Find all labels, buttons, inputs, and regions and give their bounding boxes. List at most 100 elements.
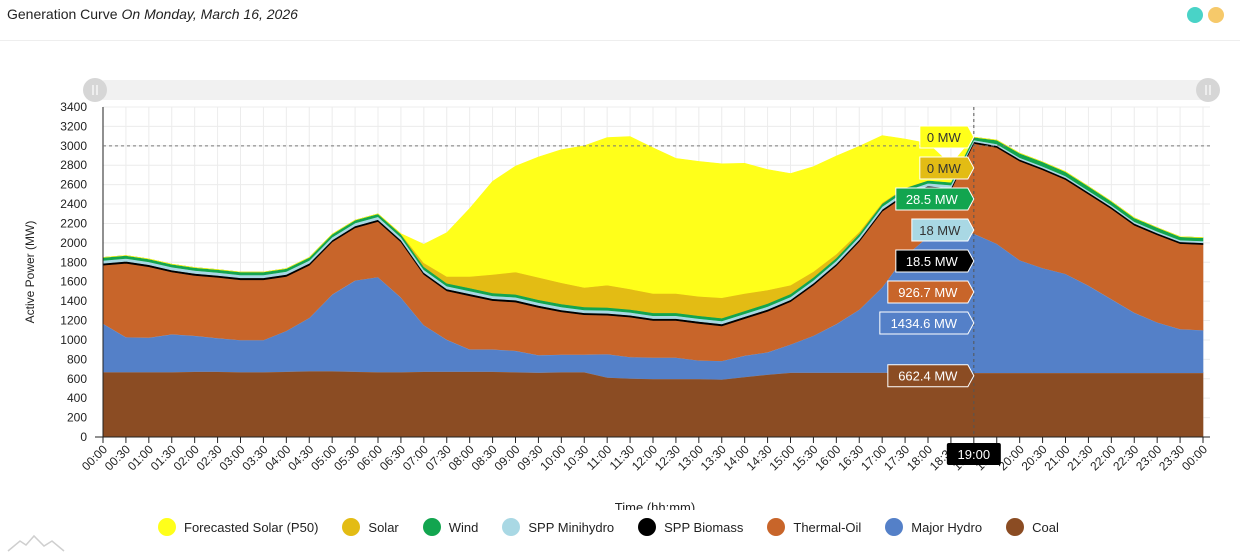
legend-item[interactable]: Thermal-Oil bbox=[767, 518, 861, 536]
legend-item[interactable]: Forecasted Solar (P50) bbox=[158, 518, 318, 536]
x-tick-label: 21:30 bbox=[1064, 442, 1095, 473]
tooltip-flag bbox=[895, 187, 975, 211]
legend-marker-icon bbox=[342, 518, 361, 536]
y-tick-label: 2600 bbox=[60, 178, 87, 192]
series-area[interactable] bbox=[102, 370, 1204, 438]
y-tick-label: 800 bbox=[67, 352, 87, 366]
legend-marker-icon bbox=[767, 518, 786, 536]
y-tick-label: 1200 bbox=[60, 314, 87, 328]
x-tick-label: 14:30 bbox=[744, 442, 775, 473]
tooltip-flag bbox=[887, 280, 975, 304]
y-tick-label: 2200 bbox=[60, 216, 87, 230]
mountain-logo-icon bbox=[7, 534, 65, 552]
x-tick-label: 17:30 bbox=[881, 442, 912, 473]
x-tick-label: 18:00 bbox=[904, 442, 935, 473]
zoom-handle-right[interactable] bbox=[1196, 78, 1220, 102]
theme-dot-teal[interactable] bbox=[1187, 7, 1203, 23]
tooltip-value-label: 28.5 MW bbox=[906, 192, 959, 207]
x-tick-label: 16:00 bbox=[812, 442, 843, 473]
legend-item[interactable]: Solar bbox=[342, 518, 399, 536]
x-tick-label: 15:00 bbox=[766, 442, 797, 473]
legend-label: Solar bbox=[368, 519, 399, 535]
tooltip-value-label: 18.5 MW bbox=[906, 254, 959, 269]
x-tick-label: 14:00 bbox=[721, 442, 752, 473]
x-tick-label: 06:30 bbox=[377, 442, 408, 473]
x-tick-label: 02:00 bbox=[171, 442, 202, 473]
tooltip-value-label: 0 MW bbox=[927, 161, 962, 176]
title-text: Generation Curve bbox=[7, 6, 118, 22]
x-tick-label: 05:30 bbox=[331, 442, 362, 473]
x-tick-label: 09:00 bbox=[491, 442, 522, 473]
legend-label: Thermal-Oil bbox=[793, 519, 862, 535]
tooltip-flag bbox=[895, 249, 975, 273]
chart-title: Generation Curve On Monday, March 16, 202… bbox=[7, 6, 298, 22]
legend-label: Major Hydro bbox=[911, 519, 983, 535]
y-tick-label: 600 bbox=[67, 372, 87, 386]
y-tick-label: 1600 bbox=[60, 275, 87, 289]
x-tick-label: 03:30 bbox=[239, 442, 270, 473]
x-axis-title: Time (hh:mm) bbox=[615, 500, 695, 510]
x-tick-label: 15:30 bbox=[789, 442, 820, 473]
x-tick-label: 10:00 bbox=[537, 442, 568, 473]
tooltip-value-label: 18 MW bbox=[919, 223, 961, 238]
y-tick-label: 2400 bbox=[60, 197, 87, 211]
y-tick-label: 2000 bbox=[60, 236, 87, 250]
y-tick-label: 200 bbox=[67, 411, 87, 425]
x-tick-label: 04:00 bbox=[262, 442, 293, 473]
x-tick-label: 00:00 bbox=[1179, 442, 1210, 473]
legend-item[interactable]: Wind bbox=[422, 518, 479, 536]
x-tick-label: 08:00 bbox=[446, 442, 477, 473]
x-tick-label: 12:00 bbox=[629, 442, 660, 473]
x-tick-label: 02:30 bbox=[194, 442, 225, 473]
y-tick-label: 3400 bbox=[60, 100, 87, 114]
x-tick-label: 08:30 bbox=[469, 442, 500, 473]
tooltip-value-label: 0 MW bbox=[927, 130, 962, 145]
y-tick-label: 3200 bbox=[60, 119, 87, 133]
legend-marker-icon bbox=[1006, 518, 1025, 536]
y-tick-label: 1400 bbox=[60, 294, 87, 308]
x-tick-label: 00:00 bbox=[79, 442, 110, 473]
x-tick-label: 23:00 bbox=[1133, 442, 1164, 473]
zoom-slider-track[interactable] bbox=[95, 80, 1211, 100]
legend-label: SPP Minihydro bbox=[528, 519, 615, 535]
x-tick-label: 20:30 bbox=[1019, 442, 1050, 473]
tooltip-flag bbox=[911, 218, 975, 242]
y-tick-label: 2800 bbox=[60, 158, 87, 172]
tooltip-flag bbox=[887, 364, 975, 388]
legend-marker-icon bbox=[502, 518, 521, 536]
legend-label: Forecasted Solar (P50) bbox=[184, 519, 319, 535]
x-tick-label: 03:00 bbox=[216, 442, 247, 473]
generation-chart: 0 200 400 600 800 1000 1200 1400 1600 1800 2000 220… bbox=[23, 78, 1220, 510]
x-tick-label: 04:30 bbox=[285, 442, 316, 473]
x-tick-label: 22:30 bbox=[1110, 442, 1141, 473]
tooltip-value-label: 1434.6 MW bbox=[891, 316, 958, 331]
x-tick-label: 01:00 bbox=[125, 442, 156, 473]
legend-item[interactable]: SPP Biomass bbox=[638, 518, 743, 536]
legend-label: Wind bbox=[448, 519, 479, 535]
tooltip-flag bbox=[919, 125, 975, 149]
zoom-handle-left[interactable] bbox=[83, 78, 107, 102]
theme-dot-orange[interactable] bbox=[1208, 7, 1224, 23]
x-tick-label: 09:30 bbox=[514, 442, 545, 473]
legend-item[interactable]: Major Hydro bbox=[885, 518, 982, 536]
legend-item[interactable]: SPP Minihydro bbox=[502, 518, 614, 536]
x-tick-label: 21:00 bbox=[1041, 442, 1072, 473]
x-tick-label: 07:30 bbox=[423, 442, 454, 473]
date-label: On Monday, March 16, 2026 bbox=[121, 6, 298, 22]
y-tick-label: 3000 bbox=[60, 139, 87, 153]
tooltip-flag bbox=[919, 156, 975, 180]
tooltip-value-label: 662.4 MW bbox=[898, 369, 958, 384]
legend-marker-icon bbox=[638, 518, 657, 536]
legend-marker-icon bbox=[885, 518, 904, 536]
x-tick-label: 12:30 bbox=[652, 442, 683, 473]
x-tick-label: 11:00 bbox=[584, 442, 615, 473]
legend-item[interactable]: Coal bbox=[1006, 518, 1059, 536]
legend-marker-icon bbox=[422, 518, 441, 536]
x-tick-label: 13:00 bbox=[675, 442, 706, 473]
x-tick-label: 07:00 bbox=[400, 442, 431, 473]
crosshair-time-label: 19:00 bbox=[958, 447, 991, 462]
legend-label: Coal bbox=[1032, 519, 1059, 535]
tooltip-value-label: 926.7 MW bbox=[898, 285, 958, 300]
tooltip-flag bbox=[879, 311, 975, 335]
x-tick-label: 17:00 bbox=[858, 442, 889, 473]
